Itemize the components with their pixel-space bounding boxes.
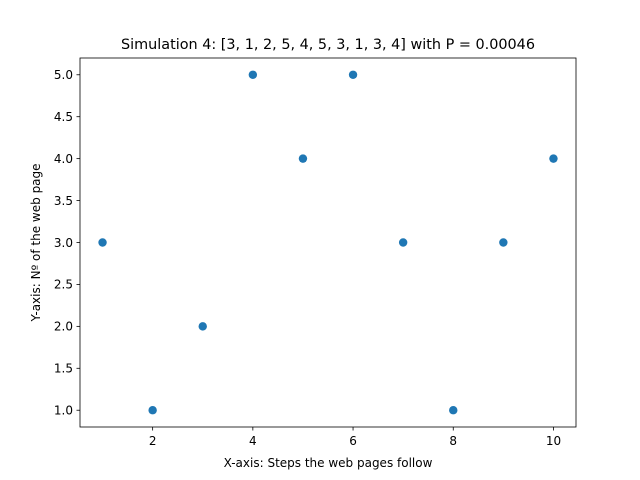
y-tick-label: 3.5 [54,194,73,208]
data-point [198,322,207,331]
data-point [348,70,358,79]
x-tick-label: 8 [449,434,457,448]
data-point [298,154,308,163]
y-tick-label: 4.0 [54,152,73,166]
tick-layer: 2 4 6 8 10 1.0 1.5 2.0 2.5 3.0 3.5 4.0 4.5 5.0 [54,68,561,448]
y-tick-label: 1.5 [54,362,73,376]
data-point [148,406,157,415]
y-tick-label: 2.5 [54,278,73,292]
data-point [248,70,258,79]
y-tick-label: 4.5 [54,110,73,124]
y-tick-label: 1.0 [54,404,73,418]
y-axis-label: Y-axis: Nº of the web page [29,163,43,322]
x-tick-label: 10 [546,434,561,448]
x-tick-label: 4 [249,434,257,448]
data-point [449,406,458,415]
x-tick-label: 2 [149,434,157,448]
y-tick-label: 5.0 [54,68,73,82]
data-point [549,154,558,163]
points-layer [98,70,558,415]
chart-title: Simulation 4: [3, 1, 2, 5, 4, 5, 3, 1, 3… [121,37,535,53]
y-tick-label: 3.0 [54,236,73,250]
data-point [499,238,508,247]
data-point [98,238,107,247]
y-tick-label: 2.0 [54,320,73,334]
x-axis-label: X-axis: Steps the web pages follow [224,456,433,470]
x-tick-label: 6 [349,434,357,448]
plot-frame [79,57,577,428]
data-point [398,238,408,247]
